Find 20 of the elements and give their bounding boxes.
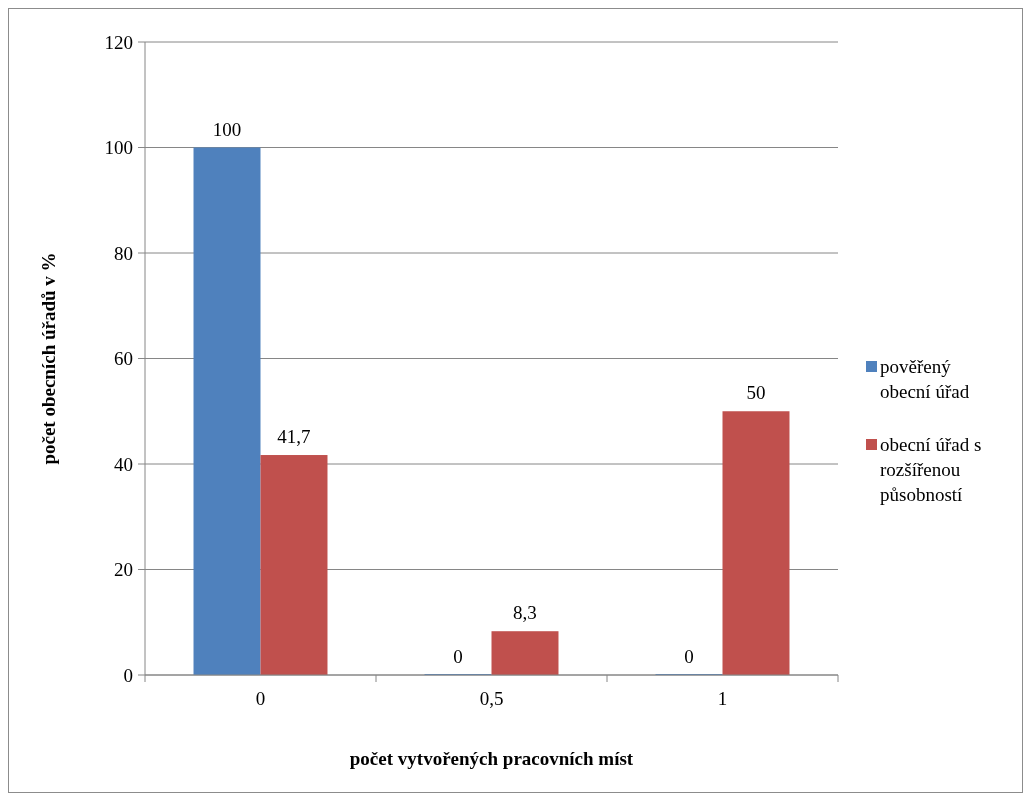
legend-label: pověřený obecní úřad	[880, 356, 970, 402]
y-tick-label: 0	[123, 664, 133, 686]
data-label: 100	[212, 118, 242, 140]
data-label: 8,3	[513, 602, 537, 624]
x-axis-title: počet vytvořených pracovních míst	[349, 748, 634, 769]
x-tick-label: 0	[255, 688, 266, 709]
y-tick-label: 120	[104, 31, 133, 53]
y-tick-label: 60	[114, 348, 133, 370]
data-label: 50	[746, 382, 766, 404]
x-tick-label: 0,5	[479, 688, 504, 709]
y-tick-label: 40	[114, 453, 133, 475]
data-label: 41,7	[277, 426, 311, 448]
data-label: 0	[453, 646, 463, 667]
legend-label: obecní úřad s rozšířenou působností	[880, 434, 982, 505]
x-tick-label: 1	[717, 688, 728, 709]
y-tick-label: 20	[114, 559, 133, 581]
y-tick-label: 80	[114, 242, 133, 264]
data-label: 0	[684, 646, 694, 667]
y-axis-title: počet obecních úřadů v %	[38, 252, 59, 465]
y-tick-label: 100	[104, 137, 133, 159]
